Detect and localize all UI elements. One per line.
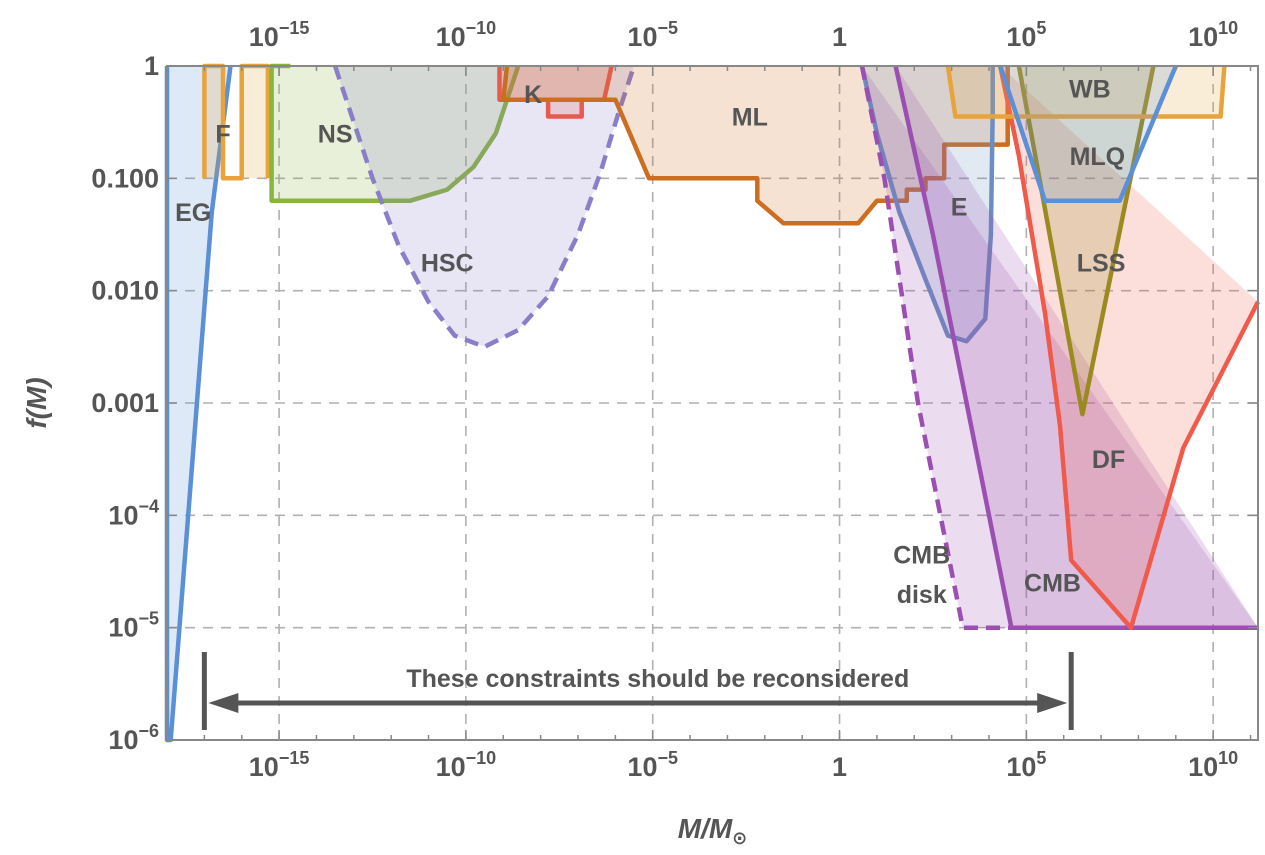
region-fill-8 bbox=[895, 66, 1258, 628]
region-label-eg: EG bbox=[175, 199, 211, 227]
annotation-text: These constraints should be reconsidered bbox=[406, 665, 909, 693]
tick-labels: 10−15 10−15 10−10 10−10 10−5 10−5 1 1 105 105 1010… bbox=[91, 18, 1238, 782]
region-label-ml: ML bbox=[732, 104, 768, 132]
y-tick-label-5: 10−5 bbox=[108, 609, 159, 643]
region-label-disk: disk bbox=[897, 581, 947, 609]
y-tick-label-4: 10−4 bbox=[108, 496, 159, 530]
region-labels: EG F NS HSC K ML E WB MLQ LSS DF CMB disk CMB bbox=[175, 75, 1125, 609]
region-fill-3 bbox=[335, 66, 634, 347]
region-label-cmb: CMB bbox=[1024, 570, 1081, 598]
region-boundary-8 bbox=[893, 65, 1258, 630]
region-label-e: E bbox=[951, 193, 968, 221]
region-label-k: K bbox=[524, 81, 542, 109]
tick-marks bbox=[166, 65, 1258, 741]
x-tick-label-bottom-1: 10−10 bbox=[436, 748, 497, 782]
region-fill-10 bbox=[1018, 66, 1154, 415]
region-fill-2 bbox=[271, 66, 519, 201]
region-label-wb: WB bbox=[1069, 75, 1111, 103]
region-label-mlq: MLQ bbox=[1070, 143, 1126, 171]
x-tick-label-top-3: 1 bbox=[832, 22, 847, 52]
region-boundary-5 bbox=[501, 65, 1010, 226]
region-fill-1 bbox=[204, 66, 268, 179]
x-tick-label-bottom-2: 10−5 bbox=[627, 748, 678, 782]
x-axis-label: M/M⊙ bbox=[678, 813, 748, 848]
x-tick-label-top-1: 10−10 bbox=[436, 18, 497, 52]
region-boundary-11 bbox=[945, 65, 1227, 119]
y-tick-label-1: 0.100 bbox=[91, 163, 159, 193]
y-axis-label: f(M) bbox=[21, 377, 52, 428]
x-tick-label-bottom-0: 10−15 bbox=[249, 748, 310, 782]
y-tick-label-3: 0.001 bbox=[91, 388, 159, 418]
region-fill-11 bbox=[947, 66, 1225, 117]
constraint-regions bbox=[164, 63, 1261, 743]
y-tick-label-0: 1 bbox=[144, 51, 159, 81]
region-label-cmb: CMB bbox=[893, 542, 950, 570]
x-tick-label-top-2: 10−5 bbox=[627, 18, 678, 52]
region-boundary-3 bbox=[332, 65, 637, 350]
y-tick-label-2: 0.010 bbox=[91, 276, 159, 306]
reconsider-annotation: These constraints should be reconsidered bbox=[201, 652, 1074, 730]
region-boundary-2 bbox=[269, 63, 521, 204]
x-tick-label-bottom-4: 105 bbox=[1006, 748, 1046, 782]
x-tick-label-bottom-3: 1 bbox=[832, 752, 847, 782]
region-fill-4 bbox=[499, 66, 612, 117]
x-tick-label-top-4: 105 bbox=[1006, 18, 1046, 52]
x-tick-label-top-5: 1010 bbox=[1188, 18, 1238, 52]
x-tick-label-top-0: 10−15 bbox=[249, 18, 310, 52]
region-label-f: F bbox=[215, 120, 230, 148]
region-label-lss: LSS bbox=[1077, 250, 1126, 278]
region-fill-7 bbox=[862, 66, 1258, 628]
x-axis-label-text: M/M bbox=[678, 813, 733, 844]
region-fill-9 bbox=[1000, 66, 1258, 628]
region-boundary-9 bbox=[997, 65, 1261, 630]
region-boundary-12 bbox=[998, 65, 1178, 204]
annotation-arrowhead-right bbox=[1037, 693, 1068, 713]
y-tick-label-6: 10−6 bbox=[108, 721, 159, 755]
region-label-hsc: HSC bbox=[421, 250, 474, 278]
region-label-df: DF bbox=[1092, 446, 1125, 474]
annotation-arrowhead-left bbox=[208, 693, 239, 713]
x-tick-label-bottom-5: 1010 bbox=[1188, 748, 1238, 782]
region-fill-5 bbox=[503, 66, 1008, 224]
region-boundary-6 bbox=[859, 65, 995, 344]
region-label-ns: NS bbox=[318, 120, 353, 148]
x-axis-label-symbol: ⊙ bbox=[732, 828, 747, 848]
